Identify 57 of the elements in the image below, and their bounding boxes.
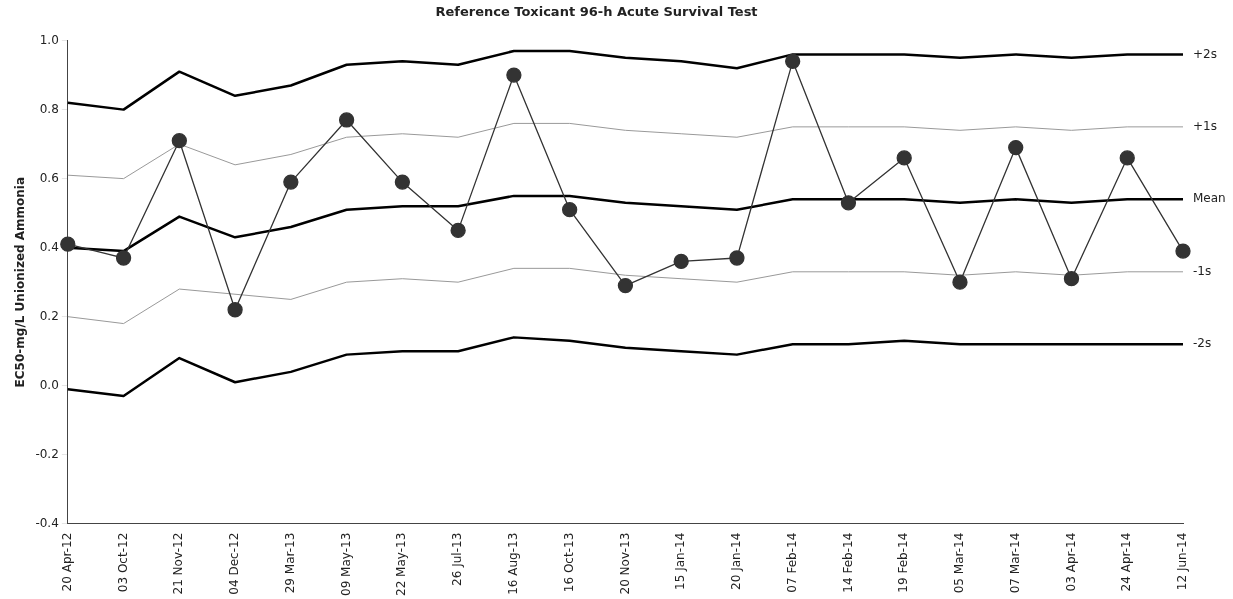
x-tick-label: 04 Dec-12 (227, 532, 242, 595)
x-tick-label: 12 Jun-14 (1175, 532, 1190, 591)
point (227, 302, 243, 318)
point (338, 112, 355, 128)
point (896, 150, 912, 166)
point (60, 236, 76, 252)
x-tick-label: 20 Nov-13 (617, 532, 632, 595)
x-tick-label: 14 Feb-14 (840, 532, 855, 593)
point (450, 222, 466, 239)
x-tick-label: 15 Jan-14 (673, 532, 688, 590)
x-tick-label: 20 Apr-12 (59, 532, 74, 592)
x-tick-label: 03 Apr-14 (1063, 532, 1078, 592)
point (840, 195, 857, 211)
point (394, 174, 411, 190)
point (1175, 243, 1191, 259)
y-tick-label: 0.2 (39, 308, 59, 323)
series-label: -1s (1193, 263, 1212, 278)
point (1119, 150, 1135, 166)
x-tick-label: 05 Mar-14 (952, 532, 967, 594)
series-label: +2s (1193, 46, 1217, 61)
chart-title: Reference Toxicant 96-h Acute Survival Test (435, 4, 758, 20)
point (785, 53, 801, 69)
point (1008, 139, 1024, 156)
x-tick-label: 07 Feb-14 (784, 532, 799, 593)
y-tick-label: 0.8 (39, 101, 59, 116)
point (952, 274, 968, 290)
x-tick-label: 16 Oct-13 (561, 532, 576, 593)
x-tick-label: 24 Apr-14 (1119, 532, 1134, 592)
point (729, 250, 745, 266)
x-tick-label: 22 May-13 (394, 532, 409, 596)
y-tick-label: 0.0 (39, 377, 59, 392)
x-tick-label: 19 Feb-14 (896, 532, 911, 593)
x-tick-label: 26 Jul-13 (450, 532, 465, 586)
point (171, 133, 187, 149)
y-tick-label: 0.4 (39, 239, 59, 254)
y-tick-label: -0.4 (35, 515, 59, 530)
x-tick-label: 16 Aug-13 (506, 532, 521, 595)
x-tick-label: 29 Mar-13 (282, 532, 297, 594)
x-tick-label: 20 Jan-14 (729, 532, 744, 590)
y-tick-label: 1.0 (39, 32, 59, 47)
point (673, 253, 689, 270)
x-tick-label: 03 Oct-12 (115, 532, 130, 593)
point (506, 67, 522, 83)
series-label: +1s (1193, 119, 1217, 133)
y-tick-label: 0.6 (39, 170, 59, 185)
series-label: -2s (1193, 336, 1212, 351)
point (617, 277, 634, 294)
point (115, 250, 132, 266)
y-tick-label: -0.2 (35, 446, 59, 461)
x-tick-label: 07 Mar-14 (1007, 532, 1022, 594)
series-label: Mean (1193, 191, 1226, 206)
point (562, 202, 578, 218)
x-tick-label: 21 Nov-12 (171, 532, 186, 595)
y-axis-title: EC50-mg/L Unionized Ammonia (13, 176, 28, 388)
point (283, 174, 299, 190)
point (1063, 271, 1080, 287)
x-tick-label: 09 May-13 (338, 532, 353, 596)
